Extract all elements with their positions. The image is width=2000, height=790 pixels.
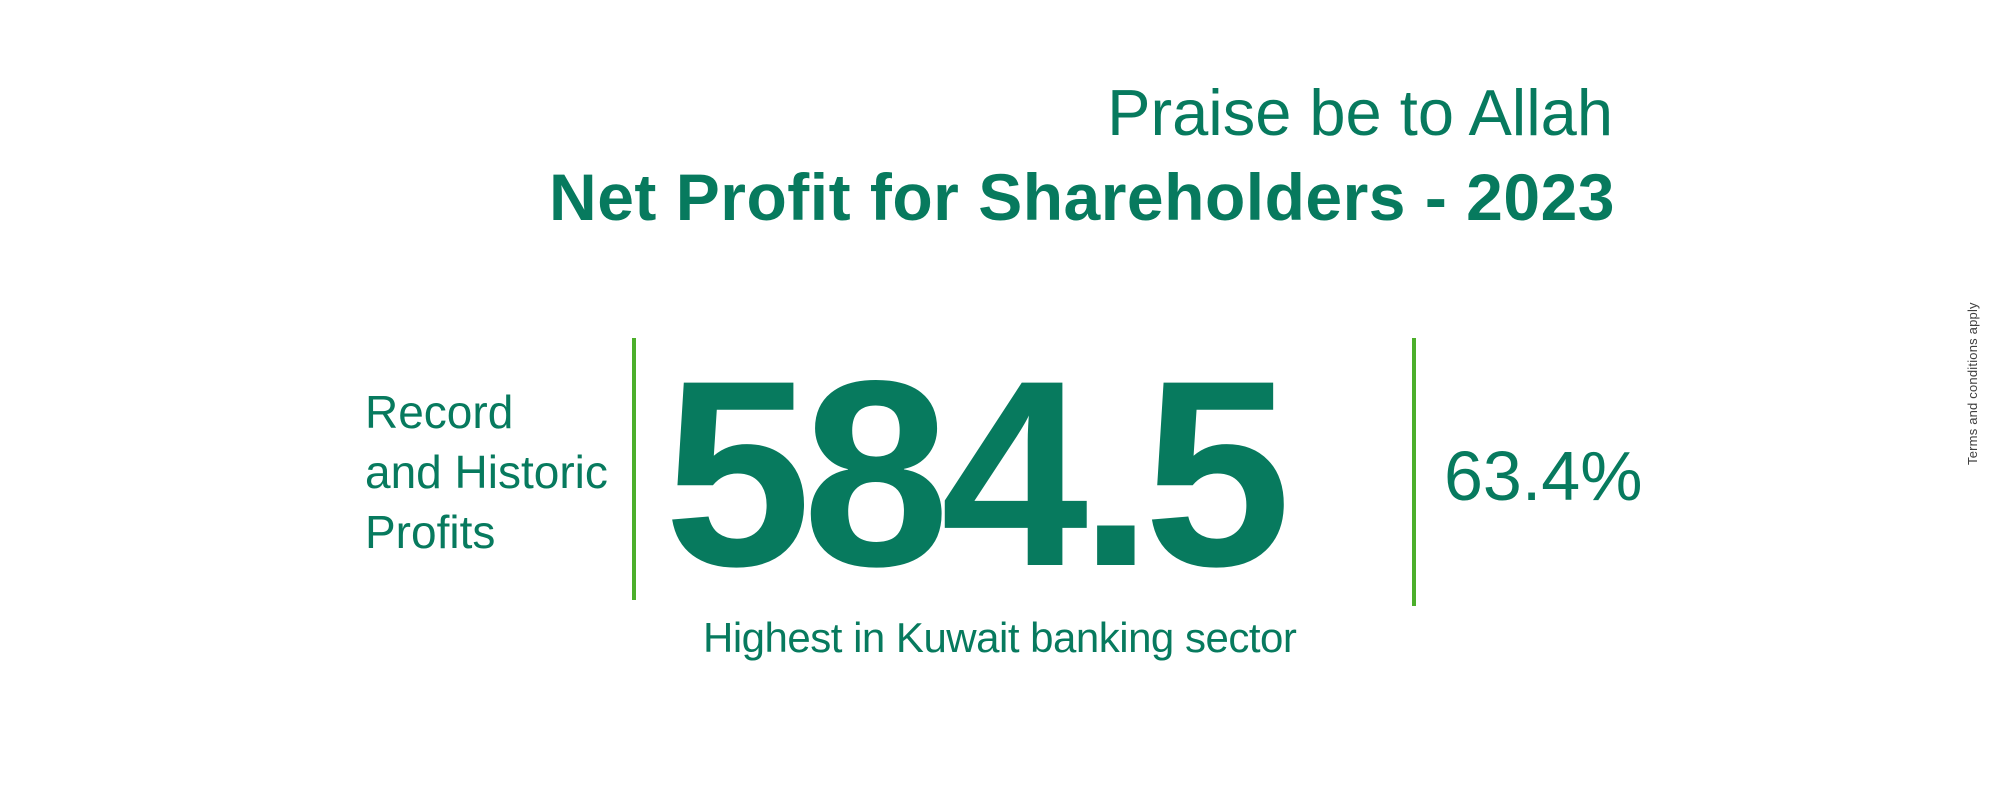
stat-label-line-3: Profits bbox=[365, 506, 496, 558]
divider-left bbox=[632, 338, 636, 600]
stat-label: Record and Historic Profits bbox=[365, 382, 608, 562]
stat-caption: Highest in Kuwait banking sector bbox=[703, 614, 1297, 661]
praise-line: Praise be to Allah bbox=[1107, 76, 1613, 149]
terms-footnote: Terms and conditions apply bbox=[1965, 302, 1980, 465]
stat-percentage: 63.4% bbox=[1444, 437, 1643, 515]
stat-label-line-1: Record bbox=[365, 386, 514, 438]
divider-right bbox=[1412, 338, 1416, 606]
stat-label-line-2: and Historic bbox=[365, 446, 608, 498]
stat-value: 584.5 bbox=[664, 326, 1291, 622]
page-title: Net Profit for Shareholders - 2023 bbox=[549, 160, 1615, 234]
